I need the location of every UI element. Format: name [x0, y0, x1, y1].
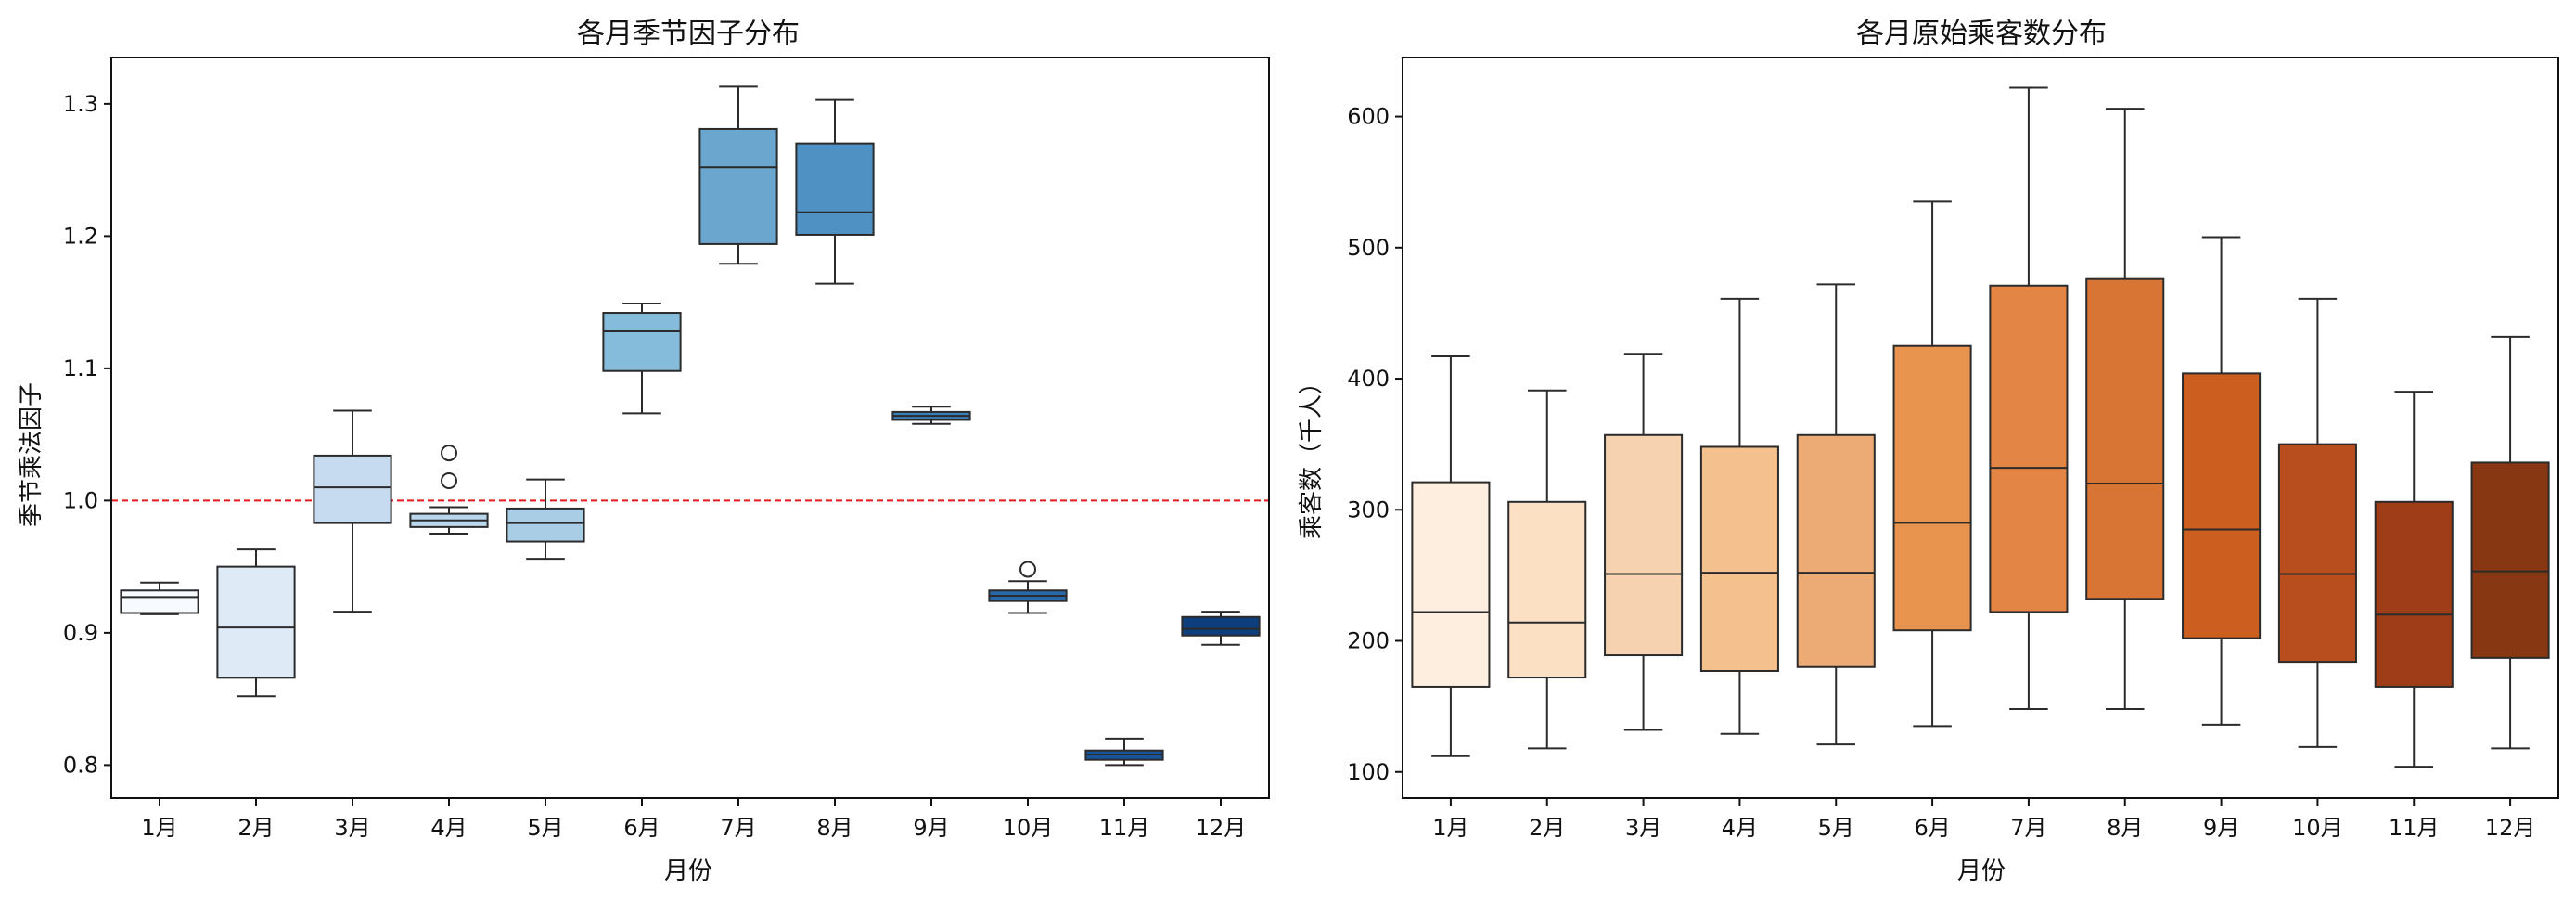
- box-iqr: [795, 142, 875, 236]
- x-tick-label: 1月: [1432, 815, 1468, 841]
- box-iqr: [1604, 433, 1684, 657]
- box-iqr: [506, 507, 585, 543]
- y-tick-label: 1.1: [63, 355, 98, 381]
- x-tick-label: 6月: [1914, 815, 1950, 841]
- box-iqr: [1507, 500, 1587, 679]
- box-2: [216, 548, 296, 698]
- box-4: [1699, 297, 1779, 735]
- box-11: [1084, 737, 1164, 767]
- box-3: [1604, 353, 1684, 731]
- box-iqr: [2374, 500, 2454, 688]
- x-tick-label: 4月: [430, 815, 467, 841]
- box-5: [506, 478, 585, 561]
- box-7: [698, 85, 778, 265]
- x-tick-label: 5月: [527, 815, 563, 841]
- x-tick-label: 1月: [141, 815, 177, 841]
- box-iqr: [602, 312, 682, 372]
- box-1: [1411, 355, 1491, 757]
- box-6: [1892, 200, 1972, 728]
- y-tick-label: 300: [1347, 497, 1390, 522]
- box-5: [1796, 283, 1876, 746]
- x-tick-label: 8月: [2107, 815, 2143, 841]
- seasonal-factor-panel: 各月季节因子分布 月份 季节乘法因子 1月 2月 3月 4月 5月 6月 7月 8月 9月 10月…: [18, 18, 1270, 885]
- box-12: [1181, 611, 1261, 646]
- y-tick-label: 100: [1347, 759, 1390, 785]
- x-tick-label: 4月: [1722, 815, 1758, 841]
- box-iqr: [2470, 461, 2550, 659]
- box-iqr: [2085, 277, 2165, 600]
- chart-title: 各月原始乘客数分布: [1856, 18, 2107, 50]
- box-8: [2085, 108, 2165, 710]
- x-tick-label: 10月: [2292, 815, 2343, 841]
- box-11: [2374, 391, 2454, 768]
- x-tick-label: 3月: [334, 815, 370, 841]
- x-tick-label: 6月: [623, 815, 660, 841]
- x-tick-label: 12月: [2485, 815, 2536, 841]
- y-tick-label: 400: [1347, 366, 1390, 392]
- plot-frame: [1402, 57, 2559, 799]
- x-tick-label: 7月: [720, 815, 756, 841]
- outlier-point: [441, 445, 457, 462]
- x-axis-label: 月份: [1957, 858, 2006, 885]
- y-axis-label: 乘客数（千人）: [1298, 370, 1326, 539]
- outlier-point: [1019, 561, 1036, 578]
- y-tick-label: 0.9: [63, 620, 98, 646]
- box-iqr: [698, 127, 778, 245]
- outlier-point: [441, 472, 457, 489]
- passenger-count-panel: 各月原始乘客数分布 月份 乘客数（千人） 1月 2月 3月 4月 5月 6月 7月 8月 9月 1…: [1298, 18, 2559, 885]
- y-tick-label: 500: [1347, 235, 1390, 261]
- y-tick-label: 1.3: [63, 91, 98, 117]
- x-tick-label: 12月: [1196, 815, 1247, 841]
- box-9: [891, 406, 971, 425]
- box-iqr: [2182, 372, 2262, 639]
- box-iqr: [2277, 443, 2357, 664]
- y-axis-label: 季节乘法因子: [18, 382, 45, 527]
- plot-frame: [110, 57, 1270, 799]
- box-iqr: [1989, 284, 2069, 613]
- x-tick-label: 11月: [2389, 815, 2440, 841]
- x-tick-label: 7月: [2010, 815, 2046, 841]
- x-tick-label: 2月: [237, 815, 274, 841]
- chart-title: 各月季节因子分布: [577, 18, 800, 50]
- box-iqr: [120, 589, 199, 614]
- box-iqr: [1796, 433, 1876, 668]
- box-7: [1989, 86, 2069, 710]
- box-iqr: [1181, 615, 1261, 637]
- box-1: [120, 581, 199, 615]
- x-tick-label: 8月: [816, 815, 852, 841]
- y-tick-label: 0.8: [63, 752, 98, 778]
- box-6: [602, 303, 682, 415]
- box-iqr: [216, 565, 296, 679]
- x-tick-label: 5月: [1818, 815, 1854, 841]
- box-2: [1507, 389, 1587, 750]
- x-tick-label: 11月: [1099, 815, 1150, 841]
- box-iqr: [1411, 481, 1491, 688]
- box-9: [2182, 236, 2262, 726]
- box-iqr: [1699, 445, 1779, 672]
- box-3: [313, 409, 392, 613]
- box-10: [988, 561, 1068, 614]
- x-tick-label: 9月: [913, 815, 949, 841]
- x-axis-label: 月份: [664, 858, 712, 885]
- y-tick-label: 200: [1347, 628, 1390, 654]
- x-tick-label: 3月: [1625, 815, 1661, 841]
- box-4: [409, 445, 489, 535]
- x-tick-label: 9月: [2203, 815, 2239, 841]
- x-tick-label: 10月: [1003, 815, 1054, 841]
- box-10: [2277, 297, 2357, 748]
- y-tick-label: 600: [1347, 104, 1390, 130]
- y-tick-label: 1.0: [63, 487, 98, 513]
- box-12: [2470, 335, 2550, 750]
- box-8: [795, 98, 875, 285]
- x-tick-label: 2月: [1529, 815, 1565, 841]
- y-tick-label: 1.2: [63, 223, 98, 249]
- box-iqr: [313, 454, 392, 524]
- box-iqr: [1892, 344, 1972, 632]
